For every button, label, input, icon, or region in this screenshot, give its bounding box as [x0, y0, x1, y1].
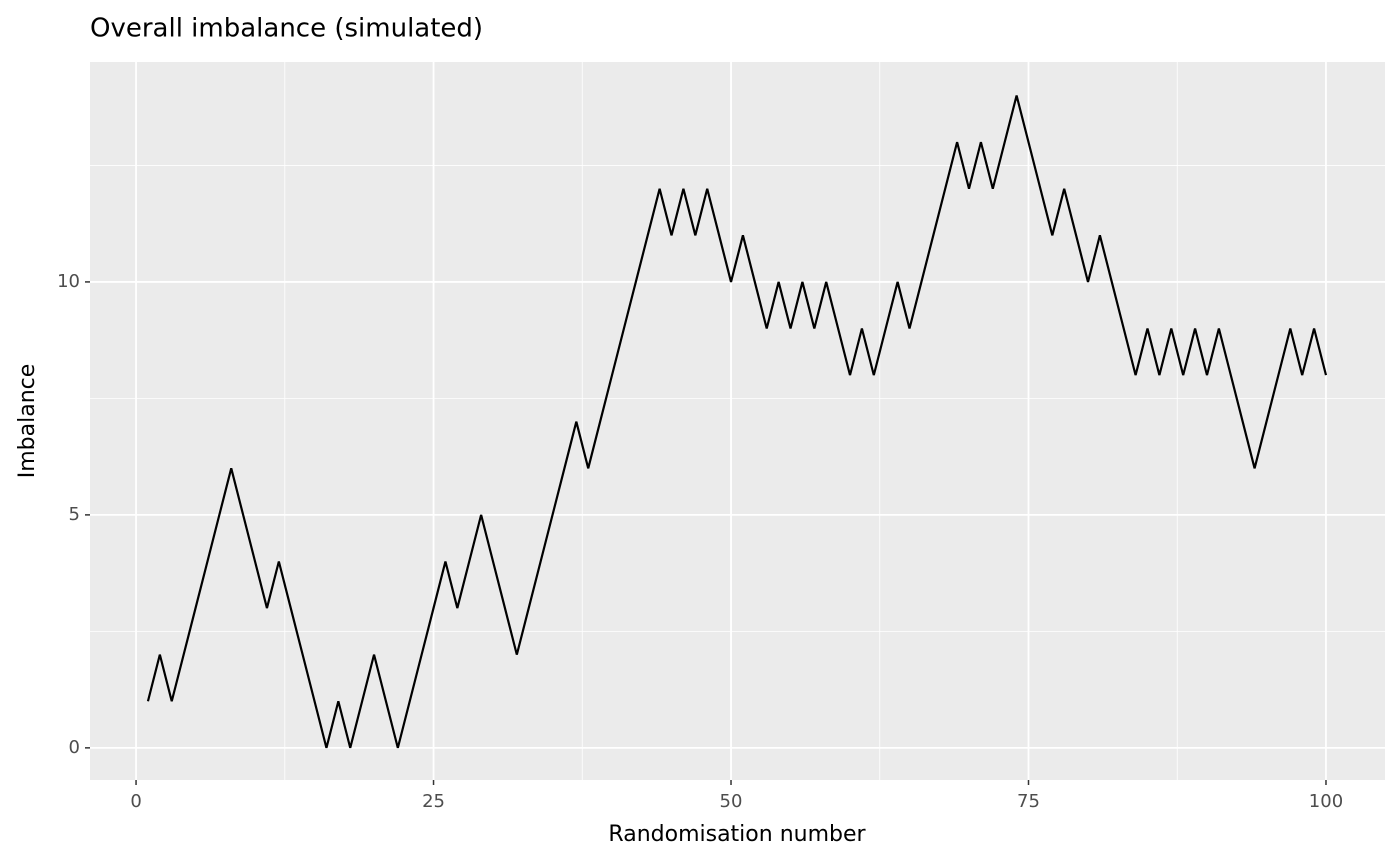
- x-tick-label: 75: [1017, 791, 1040, 812]
- chart-title: Overall imbalance (simulated): [90, 14, 483, 44]
- y-axis-title: Imbalance: [15, 364, 40, 479]
- x-tick-label: 25: [422, 791, 445, 812]
- y-tick-label: 5: [69, 504, 80, 525]
- y-tick-label: 0: [69, 737, 80, 758]
- x-tick-label: 0: [130, 791, 141, 812]
- x-axis-title: Randomisation number: [608, 822, 866, 847]
- x-tick-label: 100: [1309, 791, 1343, 812]
- line: [146, 95, 1328, 749]
- y-tick-label: 10: [57, 271, 80, 292]
- x-tick-label: 50: [720, 791, 743, 812]
- plot-panel: [90, 62, 1385, 780]
